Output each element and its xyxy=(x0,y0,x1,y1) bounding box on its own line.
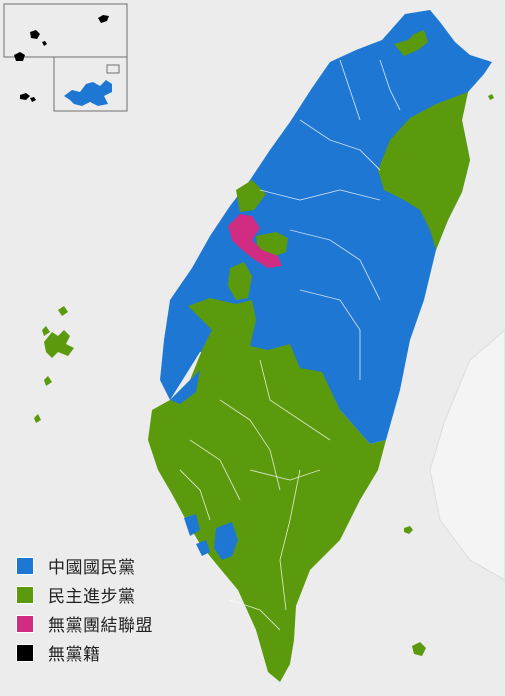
kinmen-island xyxy=(64,80,112,106)
taiwan-dpp-south xyxy=(148,298,386,682)
penghu-islet xyxy=(34,414,41,423)
taiwan-dpp-north xyxy=(394,30,428,56)
legend-item-dpp: 民主進步黨 xyxy=(16,580,206,609)
legend: 中國國民黨 民主進步黨 無黨團結聯盟 無黨籍 xyxy=(16,551,206,667)
legend-swatch-npsu xyxy=(16,614,34,633)
penghu-north xyxy=(58,306,68,316)
legend-item-independent: 無黨籍 xyxy=(16,638,206,667)
legend-swatch-kmt xyxy=(16,556,34,575)
taiwan-dpp-east xyxy=(378,92,470,250)
legend-swatch-independent xyxy=(16,643,34,662)
penghu-main xyxy=(44,330,74,358)
islet-east xyxy=(488,94,494,100)
island-matsu-3 xyxy=(14,52,25,61)
inset-frame-matsu xyxy=(3,3,128,58)
legend-label-dpp: 民主進步黨 xyxy=(48,587,136,607)
district-borders xyxy=(179,59,401,631)
legend-label-npsu: 無黨團結聯盟 xyxy=(48,616,153,636)
legend-item-npsu: 無黨團結聯盟 xyxy=(16,609,206,638)
legend-item-kmt: 中國國民黨 xyxy=(16,551,206,580)
taiwan-kmt-tainan xyxy=(184,514,200,536)
penghu-islands xyxy=(34,306,74,423)
orchid-island xyxy=(412,642,426,656)
island-kinmen-small xyxy=(20,93,30,100)
taiwan-kmt-chiayi xyxy=(170,370,200,404)
legend-label-kmt: 中國國民黨 xyxy=(48,558,136,578)
green-island xyxy=(404,526,413,534)
taiwan-kmt-south-coast xyxy=(196,540,210,556)
taiwan-dpp-west-central xyxy=(236,180,266,212)
penghu-west xyxy=(42,326,50,336)
penghu-south xyxy=(44,376,52,386)
island-kinmen-small-2 xyxy=(30,97,36,102)
island-matsu-2 xyxy=(30,30,40,39)
taiwan-npsu-miaoli xyxy=(228,214,282,268)
taiwan-dpp-changhua xyxy=(228,262,252,300)
inset-frames xyxy=(3,3,128,112)
island-matsu-4 xyxy=(42,41,47,46)
islands-independent xyxy=(14,15,109,102)
legend-label-independent: 無黨籍 xyxy=(48,645,101,665)
legend-swatch-dpp xyxy=(16,585,34,604)
background-coast xyxy=(429,329,505,581)
inset-frame-kinmen xyxy=(53,56,128,112)
island-matsu-1 xyxy=(98,15,109,23)
taiwan-kmt-kaohsiung xyxy=(214,522,238,560)
inset-frame-kinmen-locator xyxy=(106,64,120,74)
